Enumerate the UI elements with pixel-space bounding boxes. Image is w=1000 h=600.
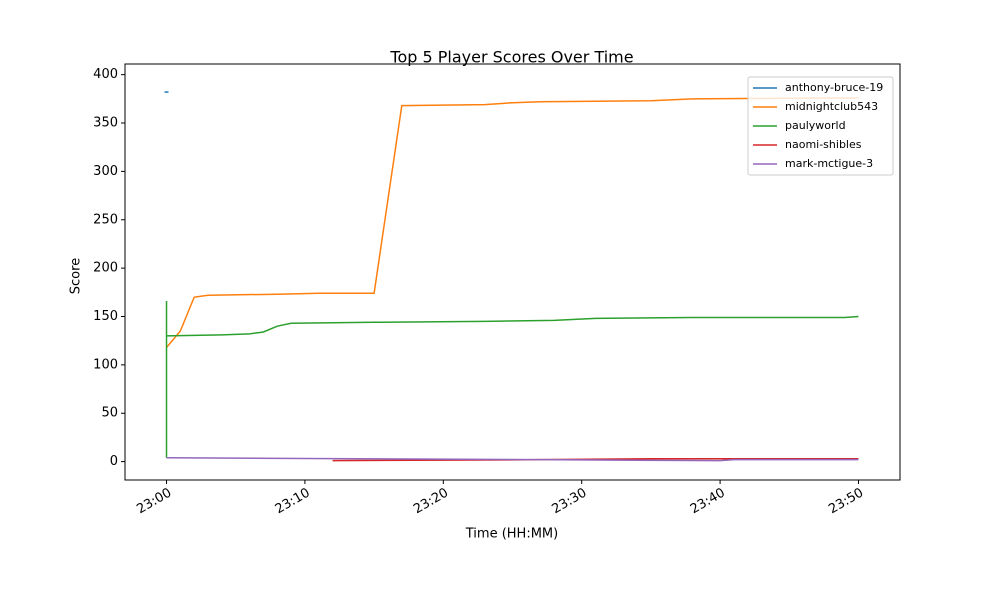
- chart-title: Top 5 Player Scores Over Time: [389, 48, 633, 67]
- plot-frame: [124, 63, 901, 481]
- y-tick-label: 200: [93, 261, 118, 276]
- y-tick-label: 350: [93, 116, 118, 131]
- legend-label: mark-mctigue-3: [785, 157, 873, 170]
- y-tick-label: 400: [93, 67, 118, 82]
- y-tick-label: 100: [93, 357, 118, 372]
- y-tick-label: 150: [93, 309, 118, 324]
- y-tick-label: 50: [101, 406, 118, 421]
- legend-box: [747, 76, 894, 176]
- x-axis-label: Time (HH:MM): [465, 527, 558, 542]
- y-tick-label: 0: [110, 454, 118, 469]
- legend-label: paulyworld: [785, 119, 846, 132]
- legend-label: anthony-bruce-19: [785, 81, 883, 94]
- y-tick-label: 300: [93, 164, 118, 179]
- legend-label: midnightclub543: [785, 100, 878, 113]
- series-line: [165, 301, 859, 458]
- series-line: [165, 97, 859, 348]
- legend-label: naomi-shibles: [785, 138, 862, 151]
- y-axis-label: Score: [69, 258, 84, 294]
- y-tick-label: 250: [93, 212, 118, 227]
- series-line: [332, 457, 859, 462]
- series-line: [166, 456, 859, 462]
